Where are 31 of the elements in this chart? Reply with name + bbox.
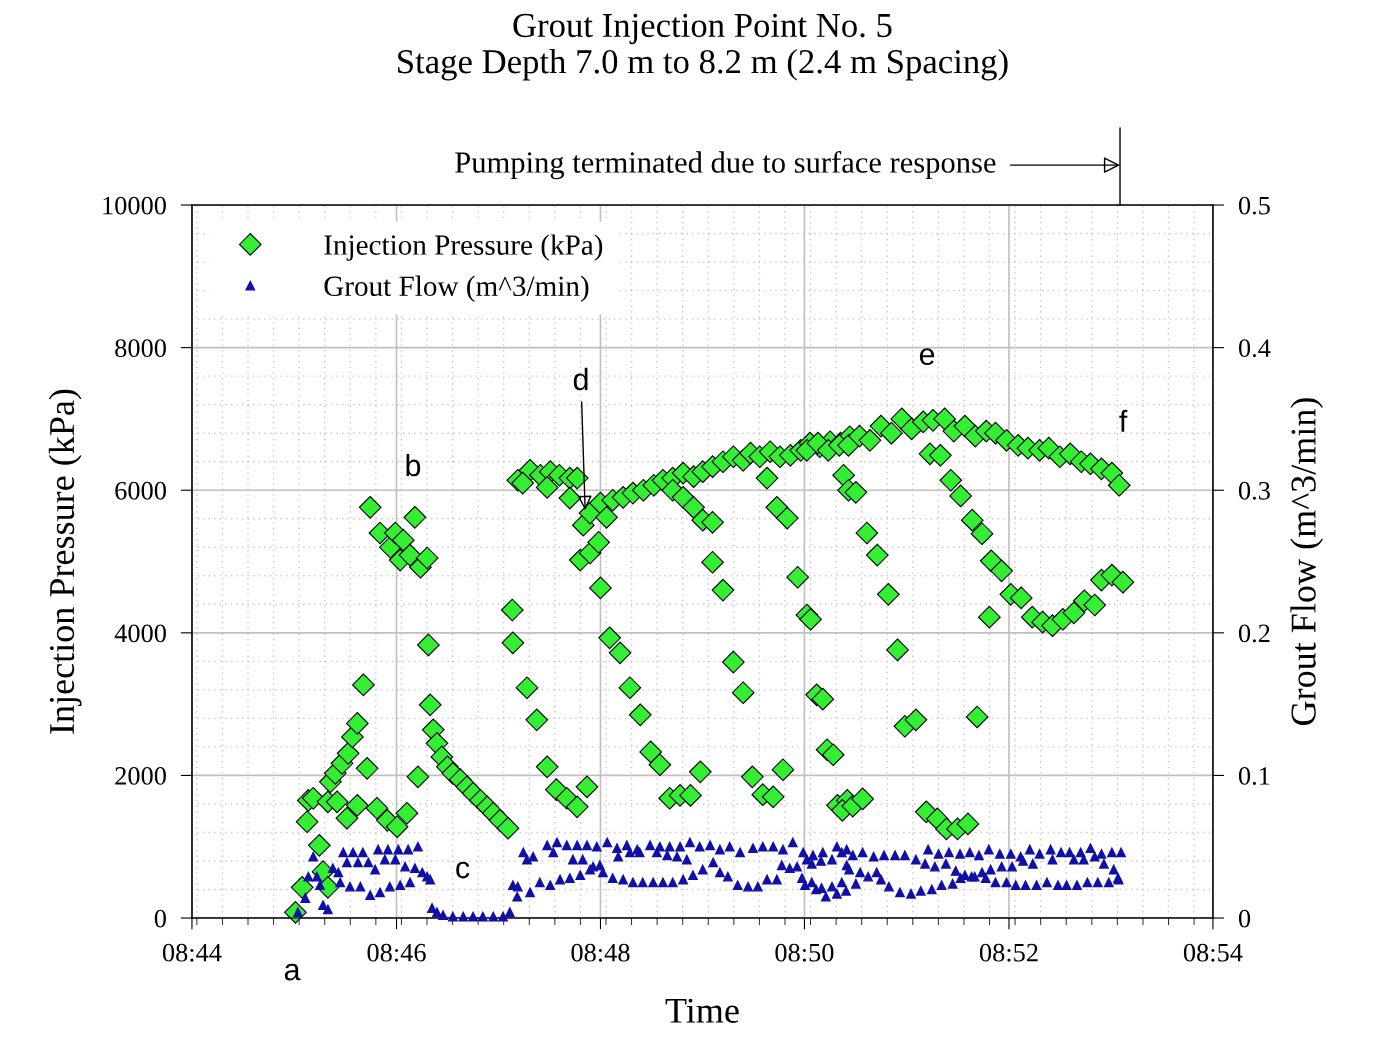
- x-tick-label: 08:46: [367, 943, 426, 962]
- y-tick-label: 6000: [115, 481, 166, 500]
- x-tick-label: 08:48: [571, 943, 630, 962]
- y-tick-label: 8000: [115, 339, 166, 358]
- x-tick-label: 08:54: [1183, 943, 1243, 962]
- y-tick-label: 4000: [114, 624, 166, 643]
- y2-tick-label: 0: [1238, 909, 1251, 928]
- legend-label: Grout Flow (m^3/min): [324, 275, 589, 303]
- annotation: d: [573, 367, 588, 391]
- y2-tick-label: 0.1: [1238, 767, 1270, 785]
- x-tick-label: 08:44: [162, 943, 222, 962]
- annotation: b: [406, 453, 421, 477]
- chart-title: Grout Injection Point No. 5 Stage Depth 7.0 m to 8.2 m (2.4 m Spacing): [398, 13, 1008, 81]
- y-tick-label: 0: [154, 909, 166, 928]
- y2-tick-label: 0.4: [1238, 339, 1271, 358]
- y-tick-label: 10000: [103, 196, 166, 215]
- text: a: [284, 963, 301, 981]
- x-tick-label: 08:52: [979, 943, 1038, 962]
- y-axis-title: Injection Pressure (kPa): [48, 389, 82, 734]
- legend-label: Injection Pressure (kPa): [324, 234, 603, 261]
- annotation: e: [919, 348, 935, 366]
- y2-tick-label: 0.3: [1238, 481, 1270, 500]
- x-axis-title: Time: [665, 998, 739, 1023]
- y2-tick-label: 0.2: [1238, 624, 1270, 643]
- y2-axis-title: Grout Flow (m^3/min): [1290, 398, 1324, 725]
- y2-tick-label: 0.5: [1238, 196, 1270, 215]
- annotation: f: [1119, 409, 1128, 432]
- text: Pumping terminated due to surface response: [455, 151, 996, 180]
- annotation: c: [456, 861, 470, 879]
- y-tick-label: 2000: [115, 767, 166, 785]
- x-tick-label: 08:50: [775, 943, 834, 962]
